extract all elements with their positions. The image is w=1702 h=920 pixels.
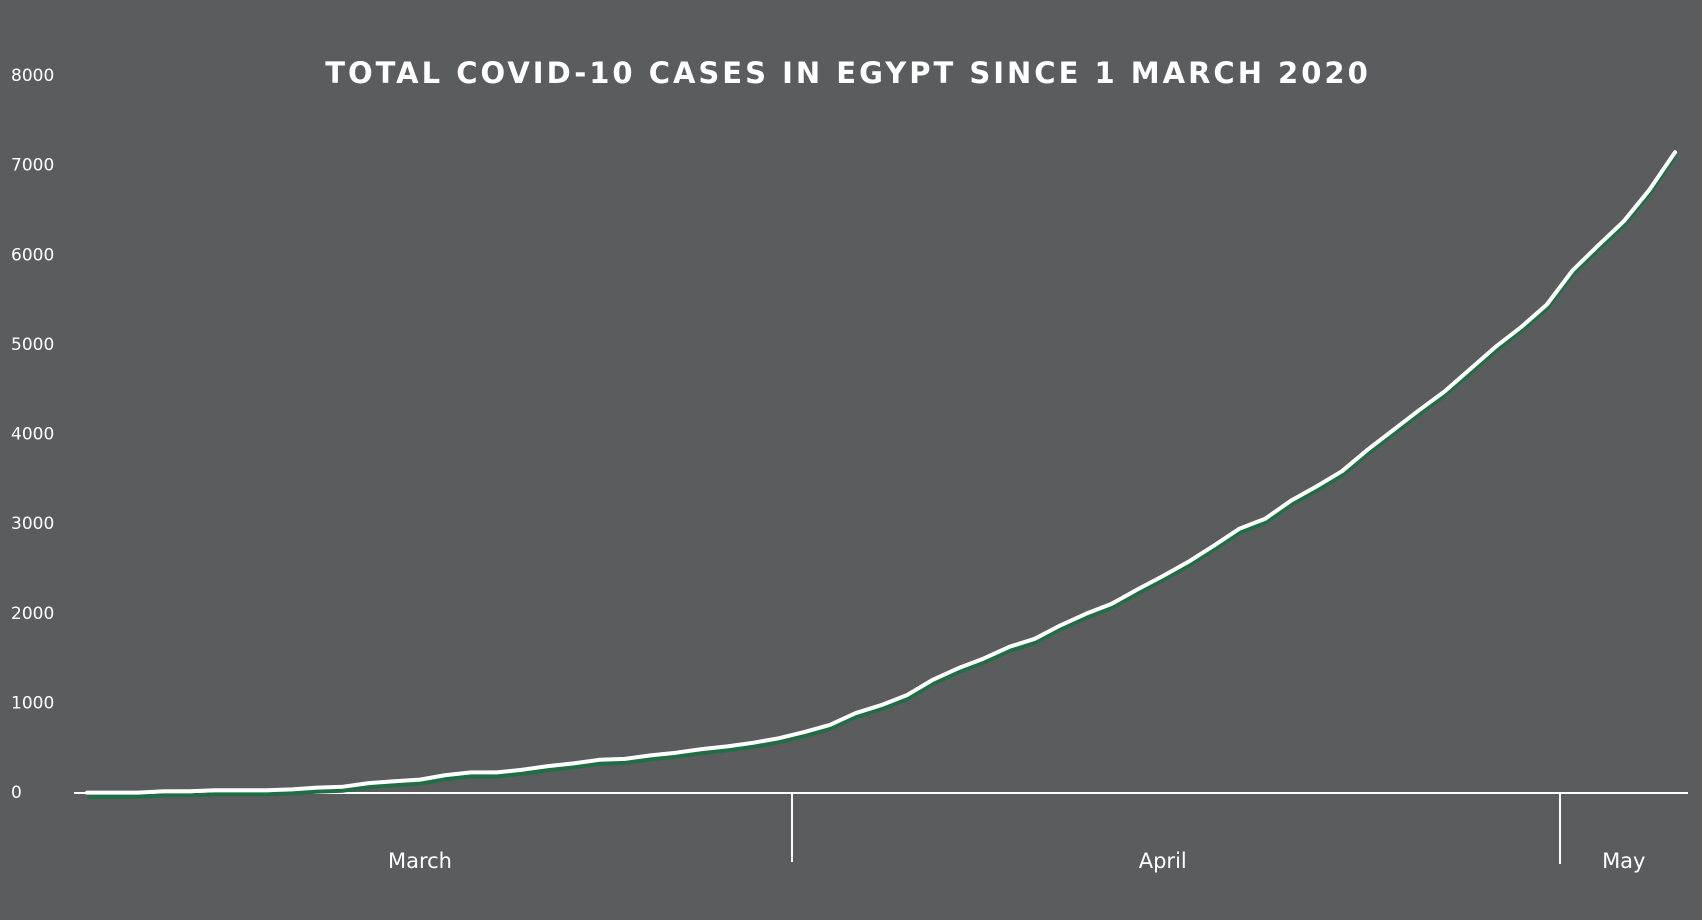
y-tick-label: 5000 [11, 335, 54, 355]
x-tick-label: April [1139, 849, 1187, 873]
y-tick-label: 3000 [11, 514, 54, 534]
y-tick-label: 1000 [11, 693, 54, 713]
x-tick-label: May [1602, 849, 1645, 873]
y-tick-label: 2000 [11, 604, 54, 624]
y-tick-label: 8000 [11, 66, 54, 86]
y-tick-label: 4000 [11, 425, 54, 445]
y-tick-label: 0 [11, 783, 22, 803]
chart-title: TOTAL COVID-10 CASES IN EGYPT SINCE 1 MA… [325, 56, 1371, 90]
y-tick-label: 6000 [11, 245, 54, 265]
y-tick-label: 7000 [11, 156, 54, 176]
line-shadow [87, 155, 1677, 799]
line [85, 150, 1677, 795]
x-tick-label: March [388, 849, 452, 873]
